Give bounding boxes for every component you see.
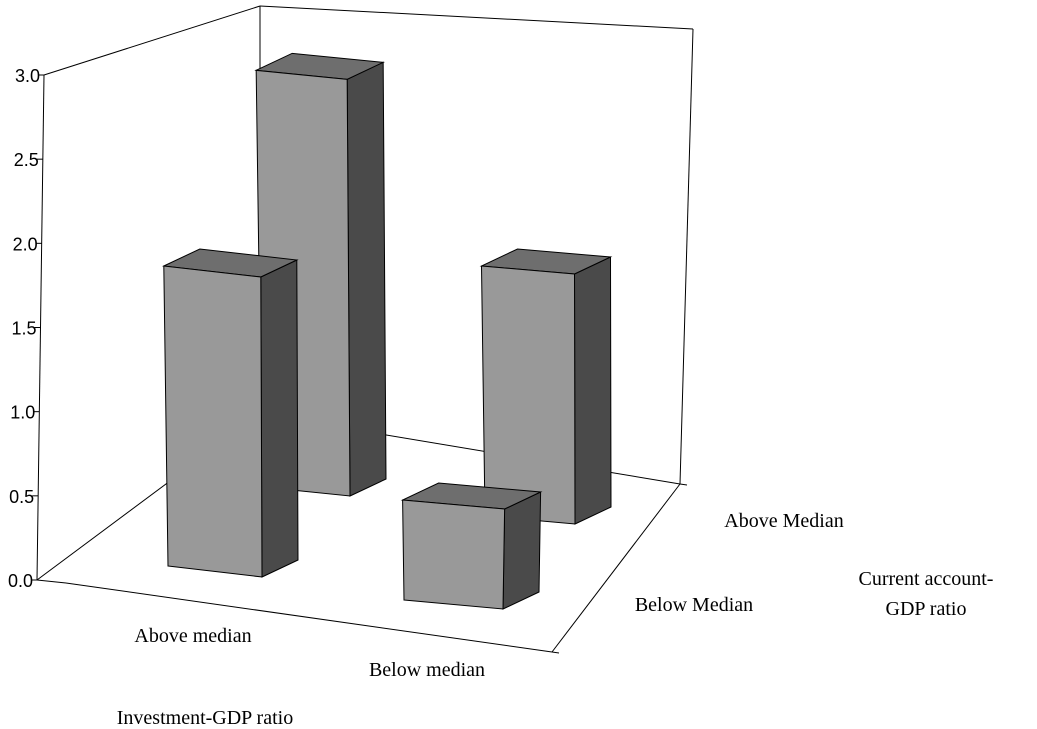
x-category-label: Below median xyxy=(369,659,485,681)
back-left-edge-top xyxy=(43,5,261,76)
right-vertical-edge xyxy=(679,28,694,485)
bar xyxy=(479,248,613,525)
bar-front-face xyxy=(402,499,506,610)
y-tick-1 xyxy=(551,651,560,654)
x-category-label: Above median xyxy=(134,625,251,647)
y-axis-title-line2: GDP ratio xyxy=(886,598,967,620)
z-tick-label: 2.0 xyxy=(13,234,38,254)
y-tick-2 xyxy=(679,483,688,486)
y-category-label: Below Median xyxy=(635,594,753,616)
x-axis-title: Investment-GDP ratio xyxy=(117,707,293,729)
floor-left-front xyxy=(36,579,67,584)
bar xyxy=(161,248,299,578)
bar-side-face xyxy=(502,491,542,610)
y-category-label: Above Median xyxy=(724,510,843,532)
bar-side-face xyxy=(573,256,612,525)
z-tick-label: 3.0 xyxy=(15,66,40,86)
bar xyxy=(400,482,543,610)
z-tick-label: 0.5 xyxy=(9,487,34,507)
z-tick-label: 1.5 xyxy=(11,319,36,339)
bar-front-face xyxy=(480,265,576,525)
z-tick-label: 2.5 xyxy=(14,150,39,170)
z-tick-label: 1.0 xyxy=(10,403,35,423)
y-axis-title-line1: Current account- xyxy=(859,568,994,590)
bar-front-face xyxy=(163,265,263,578)
bar-side-face xyxy=(346,61,387,497)
back-right-edge-top xyxy=(259,5,694,30)
z-axis-ticks: 0.0 0.5 1.0 1.5 2.0 2.5 3.0 xyxy=(8,66,44,591)
floor-front xyxy=(65,582,553,653)
z-tick-label: 0.0 xyxy=(8,571,33,591)
floor-right xyxy=(551,483,681,653)
bars xyxy=(161,52,613,610)
bar-side-face xyxy=(260,259,299,578)
